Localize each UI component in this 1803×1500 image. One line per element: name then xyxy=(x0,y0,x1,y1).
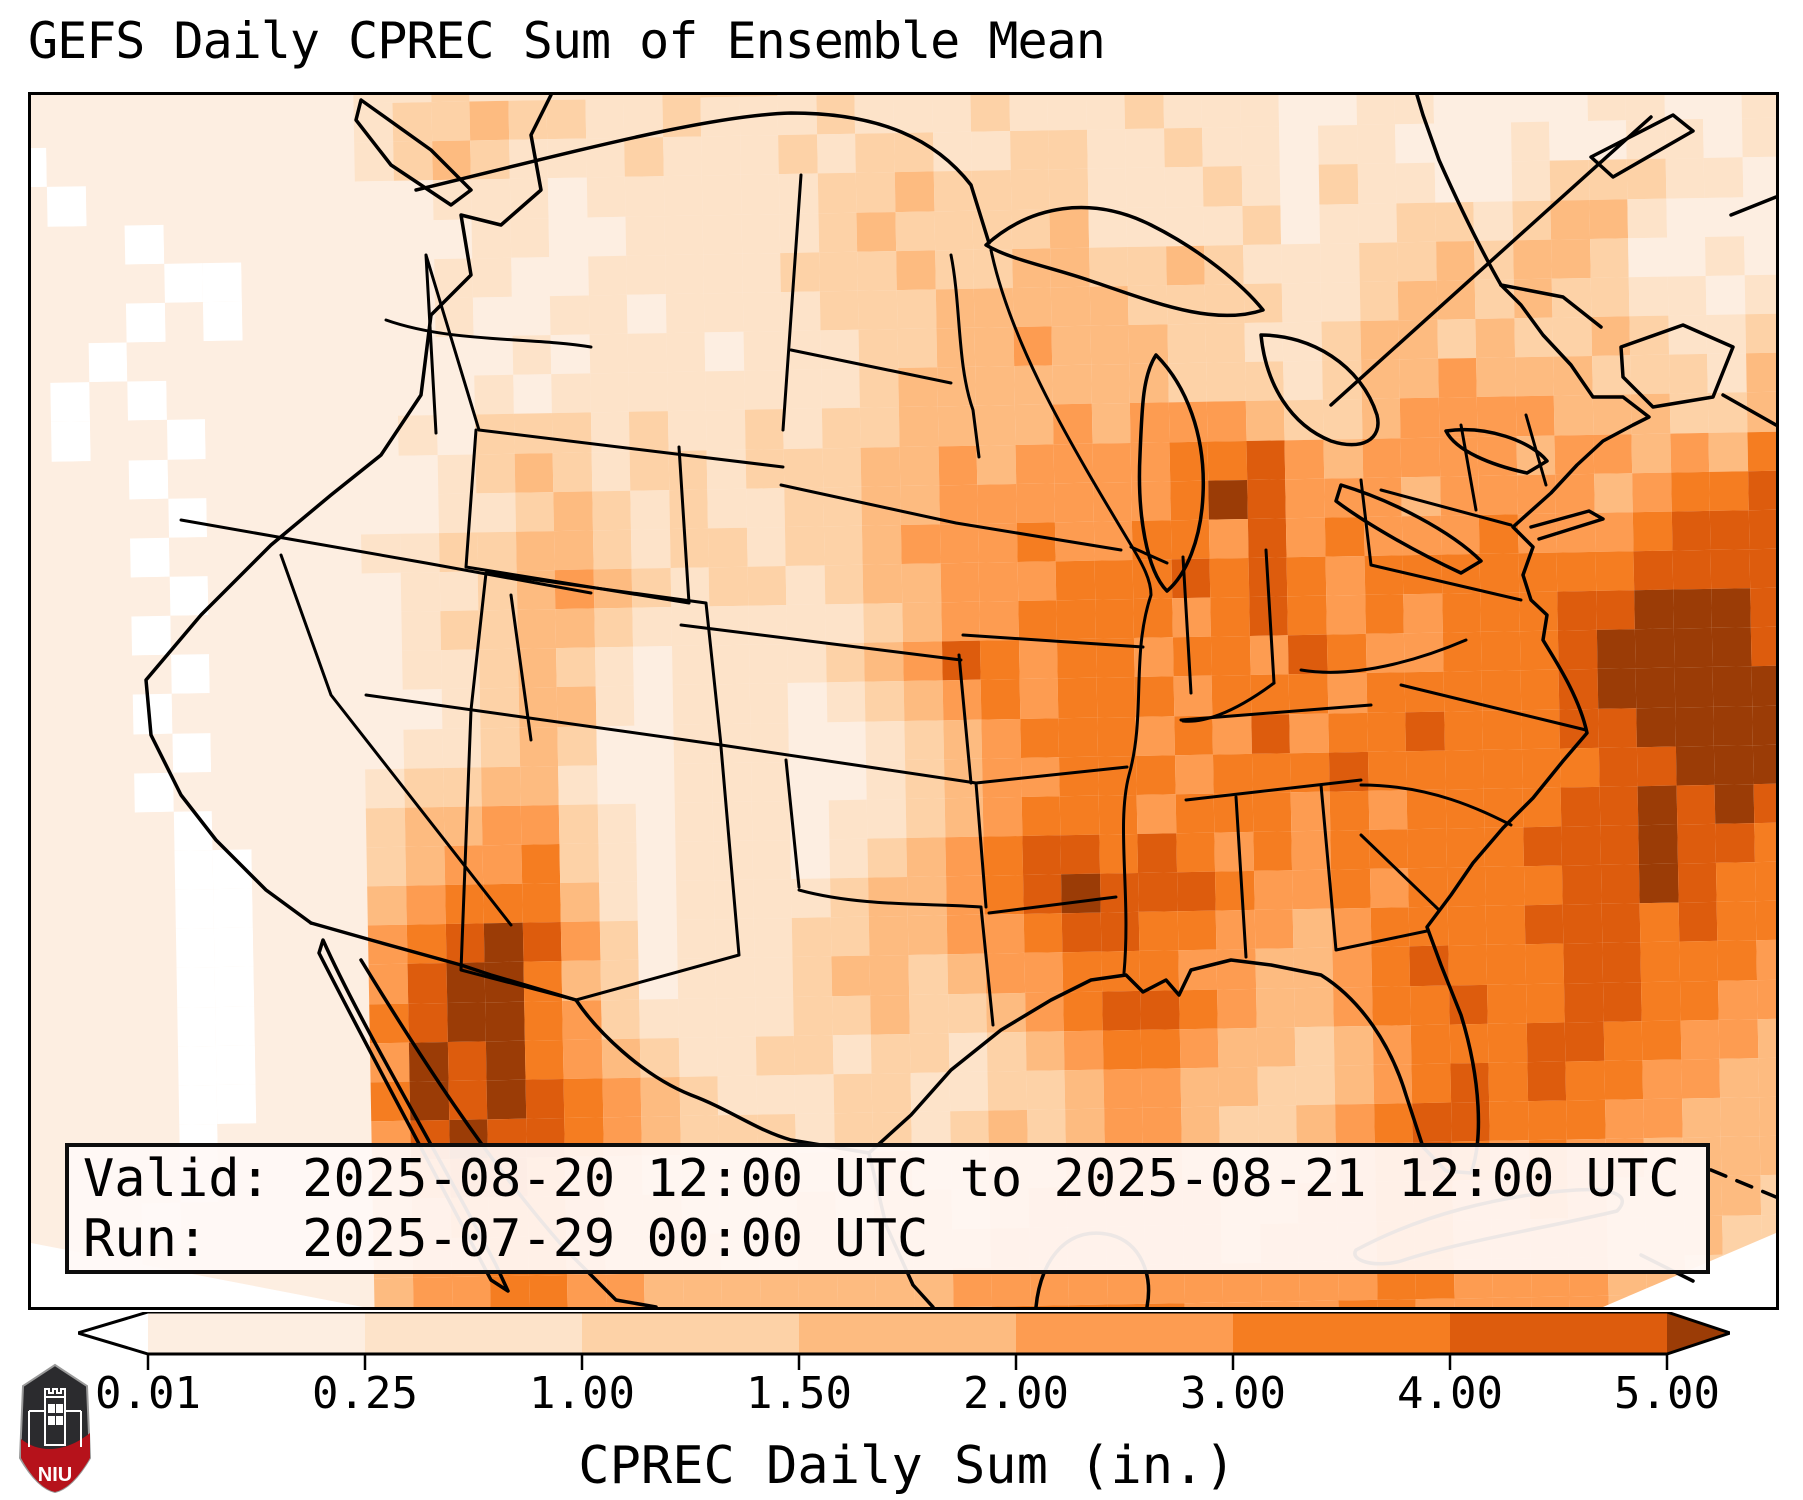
grid-cell xyxy=(915,1307,954,1310)
anticosti-island xyxy=(1589,113,1695,179)
baja-peninsula xyxy=(317,938,510,1293)
colorbar xyxy=(78,1312,1730,1370)
valid-run-infobox: Valid: 2025-08-20 12:00 UTC to 2025-08-2… xyxy=(65,1143,1710,1274)
grid-cell xyxy=(931,92,970,94)
grid-cell xyxy=(970,92,1009,93)
niu-logo: NIU xyxy=(18,1363,92,1494)
lake-michigan xyxy=(1137,353,1206,593)
state-borders-west xyxy=(179,173,1145,1027)
page-title: GEFS Daily CPREC Sum of Ensemble Mean xyxy=(28,12,1106,70)
lake-huron xyxy=(1259,333,1380,447)
map-canvas: Valid: 2025-08-20 12:00 UTC to 2025-08-2… xyxy=(28,92,1779,1310)
colorbar-under-arrow xyxy=(78,1312,148,1354)
pacific-coast xyxy=(144,95,553,925)
nova-scotia xyxy=(1619,323,1735,409)
lake-ontario xyxy=(1444,428,1549,475)
us-mexico-border xyxy=(309,921,871,1155)
bahamas-dashed xyxy=(1709,1168,1776,1199)
logo-castle-icon xyxy=(28,1388,82,1447)
colorbar-tick-label: 3.00 xyxy=(1180,1368,1286,1419)
state-borders-east xyxy=(974,248,1588,975)
colorbar-segment xyxy=(799,1312,1016,1354)
new-brunswick-coast xyxy=(1499,283,1603,329)
colorbar-axis-label: CPREC Daily Sum (in.) xyxy=(578,1436,1236,1496)
colorbar-segment xyxy=(365,1312,582,1354)
far-right-coasts xyxy=(1721,195,1776,427)
colorbar-tick-label: 0.01 xyxy=(95,1368,201,1419)
colorbar-segment xyxy=(582,1312,799,1354)
colorbar-segment xyxy=(1233,1312,1450,1354)
valid-line: Valid: 2025-08-20 12:00 UTC to 2025-08-2… xyxy=(83,1149,1680,1209)
colorbar-segment xyxy=(1450,1312,1667,1354)
grid-cell xyxy=(876,1308,915,1310)
colorbar-segment xyxy=(1016,1312,1233,1354)
long-island xyxy=(1529,509,1605,541)
grid-cell xyxy=(799,1309,838,1310)
lake-erie xyxy=(1334,483,1483,575)
logo-shield-red xyxy=(21,1433,90,1492)
borders-svg xyxy=(144,95,1776,1307)
colorbar-tick-label: 5.00 xyxy=(1614,1368,1720,1419)
colorbar-tick-label: 4.00 xyxy=(1397,1368,1503,1419)
run-line: Run: 2025-07-29 00:00 UTC xyxy=(83,1209,929,1269)
grid-cell xyxy=(893,92,932,94)
colorbar-tick-label: 1.00 xyxy=(529,1368,635,1419)
colorbar-segment xyxy=(148,1312,365,1354)
lake-superior xyxy=(984,205,1265,318)
gulf-atlantic-coast xyxy=(867,95,1651,1175)
colorbar-tick-label: 2.00 xyxy=(963,1368,1069,1419)
grid-cell xyxy=(838,1308,877,1310)
st-lawrence xyxy=(1329,115,1653,407)
canada-border xyxy=(414,111,991,245)
vancouver-island xyxy=(354,98,473,207)
colorbar-tick-label: 0.25 xyxy=(312,1368,418,1419)
colorbar-tick-label: 1.50 xyxy=(746,1368,852,1419)
logo-text: NIU xyxy=(38,1464,72,1486)
colorbar-over-arrow xyxy=(1667,1312,1730,1354)
